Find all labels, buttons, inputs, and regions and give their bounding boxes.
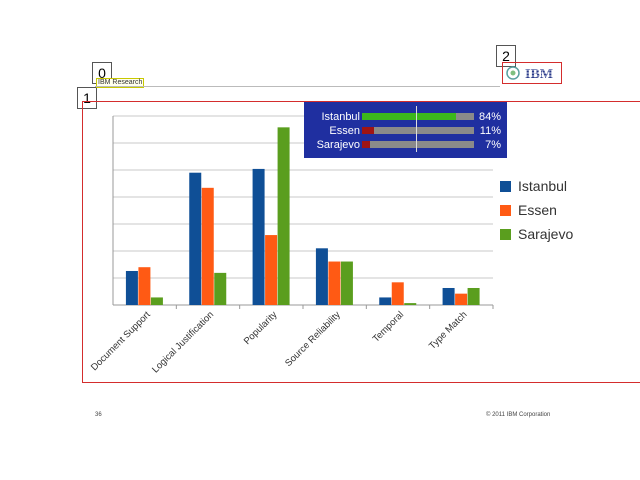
- legend-item: Istanbul: [500, 174, 573, 198]
- x-tick-label: Type Match: [427, 309, 470, 352]
- score-row-essen: Essen 11%: [304, 124, 507, 138]
- header-rule: [95, 86, 500, 87]
- x-tick-label: Logical Justification: [150, 309, 216, 375]
- legend-label: Essen: [518, 202, 557, 218]
- bar-sarajevo: [214, 272, 227, 305]
- x-tick-label: Source Reliability: [283, 309, 343, 369]
- score-bar-track: [362, 127, 474, 134]
- x-tick-label: Document Support: [89, 309, 153, 373]
- ibm-logo[interactable]: IBM: [505, 64, 561, 82]
- bar-istanbul: [442, 287, 455, 305]
- page-number: 36: [95, 412, 102, 418]
- x-tick-label: Temporal: [371, 309, 406, 344]
- score-bar-track: [362, 141, 474, 148]
- slide-content-highlight: [82, 101, 640, 383]
- bar-sarajevo: [150, 297, 163, 305]
- bar-essen: [391, 282, 404, 305]
- bar-istanbul: [315, 248, 328, 305]
- score-percent: 84%: [478, 111, 501, 123]
- legend-swatch-istanbul: [500, 180, 511, 192]
- legend-label: Istanbul: [518, 178, 568, 194]
- score-bar-fill: [362, 141, 370, 148]
- score-percent: 11%: [479, 125, 501, 137]
- bar-essen: [265, 235, 278, 305]
- bar-essen: [138, 267, 151, 305]
- bar-sarajevo: [467, 287, 480, 305]
- bar-essen: [328, 261, 341, 305]
- legend-item: Essen: [500, 198, 573, 222]
- bar-istanbul: [252, 168, 265, 305]
- score-bar-fill: [362, 113, 457, 120]
- research-label[interactable]: IBM Research: [96, 78, 145, 88]
- ibm-logo-text: IBM: [525, 67, 553, 82]
- score-bar-track: [362, 113, 474, 120]
- bar-essen: [201, 187, 214, 305]
- copyright-notice: © 2011 IBM Corporation: [486, 412, 551, 418]
- score-name: Essen: [329, 125, 360, 137]
- score-row-sarajevo: Sarajevo 7%: [304, 138, 507, 152]
- bar-istanbul: [189, 172, 202, 305]
- chart-legend: Istanbul Essen Sarajevo: [500, 174, 573, 246]
- bar-istanbul: [125, 270, 138, 305]
- bar-sarajevo: [277, 127, 290, 305]
- legend-item: Sarajevo: [500, 222, 573, 246]
- score-name: Istanbul: [321, 111, 360, 123]
- ibm-globe-logo-icon: [506, 66, 520, 80]
- score-row-istanbul: Istanbul 84%: [304, 110, 507, 124]
- legend-swatch-essen: [500, 204, 511, 216]
- legend-swatch-sarajevo: [500, 228, 511, 240]
- legend-label: Sarajevo: [518, 226, 574, 242]
- score-name: Sarajevo: [316, 139, 360, 151]
- bar-istanbul: [379, 297, 392, 305]
- confidence-score-panel: Istanbul 84% Essen 11% Sarajevo 7%: [304, 102, 507, 158]
- x-tick-label: Popularity: [242, 309, 280, 347]
- overlay-tag-2: 2: [496, 45, 516, 67]
- bar-sarajevo: [404, 303, 417, 305]
- score-bar-fill: [362, 127, 375, 134]
- ibm-logo-highlight: [502, 62, 562, 84]
- bar-essen: [455, 293, 468, 305]
- score-percent: 7%: [485, 139, 501, 151]
- bar-sarajevo: [340, 261, 353, 305]
- score-threshold-marker: [416, 106, 417, 152]
